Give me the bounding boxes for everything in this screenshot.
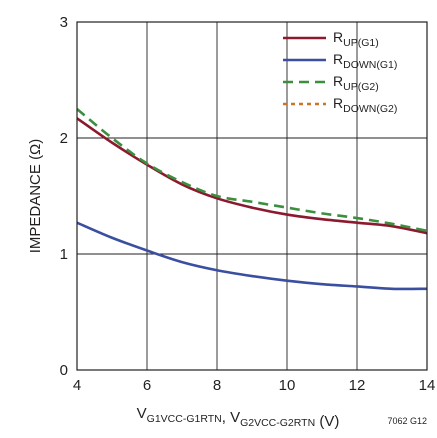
y-tick-label: 0 [60,362,68,379]
x-tick-label: 14 [419,377,436,394]
x-tick-label: 8 [213,377,221,394]
y-tick-label: 3 [60,14,68,31]
x-tick-label: 10 [279,377,296,394]
y-tick-label: 1 [60,246,68,263]
x-tick-label: 6 [143,377,151,394]
figure-code: 7062 G12 [387,416,427,426]
y-axis-label: IMPEDANCE (Ω) [27,139,44,254]
y-tick-label: 2 [60,130,68,147]
x-tick-label: 4 [73,377,81,394]
x-tick-label: 12 [349,377,366,394]
